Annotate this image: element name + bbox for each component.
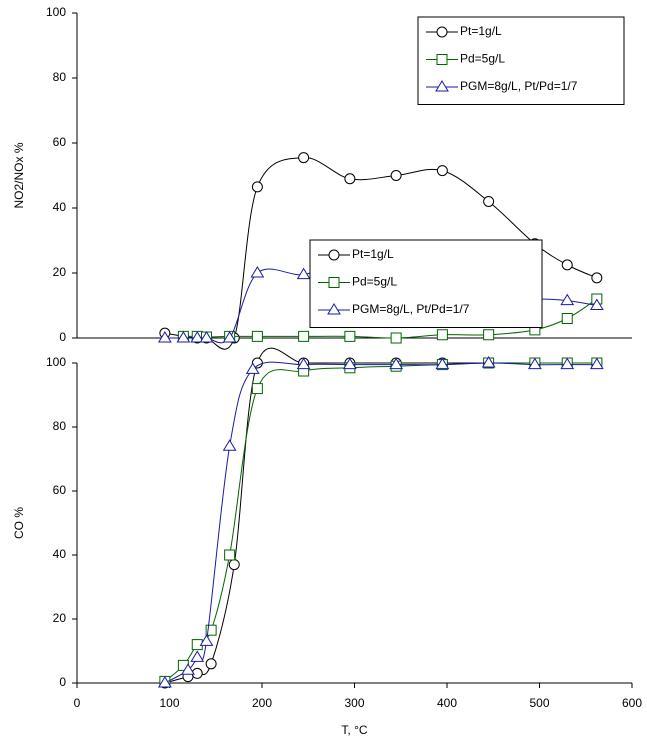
marker: [250, 266, 265, 278]
marker: [344, 173, 356, 185]
marker: [591, 272, 603, 284]
marker: [342, 357, 357, 370]
marker: [251, 383, 263, 395]
marker: [296, 357, 311, 370]
y-tick-label: 60: [53, 135, 67, 149]
series-line: [164, 347, 597, 684]
marker: [436, 26, 448, 38]
marker: [157, 331, 172, 343]
series-line: [164, 361, 597, 684]
y-tick-label: 80: [53, 419, 67, 433]
plot: 0 20 40 60 80 100 0 100 200 300 400 500 600 T, °C CO %: [12, 347, 642, 737]
marker: [344, 330, 356, 342]
y-axis-label: CO %: [12, 507, 26, 539]
y-tick-label: 20: [53, 611, 67, 625]
x-tick-label: 0: [74, 696, 81, 710]
marker: [328, 277, 340, 288]
y-tick-label: 80: [53, 70, 67, 84]
marker: [328, 249, 340, 261]
x-tick-label: 600: [622, 696, 642, 710]
marker: [190, 331, 205, 343]
legend-label: Pd=5g/L: [460, 52, 505, 66]
marker: [222, 439, 237, 451]
y-tick-label: 0: [59, 675, 66, 689]
y-tick-label: 40: [53, 200, 67, 214]
marker: [199, 331, 214, 343]
legend-label: Pt=1g/L: [352, 247, 394, 261]
marker: [296, 267, 311, 280]
legend-label: Pd=5g/L: [352, 275, 397, 289]
marker: [176, 331, 191, 343]
marker: [527, 357, 542, 370]
marker: [436, 54, 448, 65]
marker: [205, 658, 217, 670]
legend: Pt=1g/L Pd=5g/L PGM=8g/L, Pt/Pd=1/7: [309, 239, 543, 328]
marker: [483, 329, 495, 341]
x-tick-label: 100: [159, 696, 179, 710]
y-axis-label: NO2/NOx %: [12, 142, 26, 208]
x-tick-label: 300: [344, 696, 364, 710]
x-tick-label: 200: [252, 696, 272, 710]
marker: [560, 357, 575, 370]
y-tick-label: 60: [53, 483, 67, 497]
legend-label: PGM=8g/L, Pt/Pd=1/7: [460, 79, 578, 93]
marker: [483, 196, 495, 207]
marker: [181, 663, 195, 675]
marker: [435, 80, 449, 92]
x-axis-label: T, °C: [341, 723, 367, 737]
x-tick-label: 500: [529, 696, 549, 710]
x-tick-label: 400: [437, 696, 457, 710]
marker: [560, 293, 575, 306]
series-line: [164, 362, 597, 682]
marker: [199, 634, 214, 646]
marker: [224, 549, 236, 561]
y-tick-label: 40: [53, 547, 67, 561]
marker: [390, 332, 402, 344]
marker: [157, 676, 172, 688]
marker: [228, 559, 240, 571]
marker: [389, 357, 404, 370]
y-tick-label: 100: [46, 355, 66, 369]
marker: [245, 362, 260, 374]
y-tick-label: 20: [53, 265, 67, 279]
marker: [327, 303, 341, 315]
marker: [222, 331, 237, 343]
marker: [298, 330, 310, 342]
marker: [589, 357, 604, 370]
legend: Pt=1g/L Pd=5g/L PGM=8g/L, Pt/Pd=1/7: [417, 16, 625, 105]
marker: [298, 152, 310, 164]
marker: [589, 298, 604, 310]
marker: [205, 624, 217, 636]
marker: [561, 259, 573, 271]
marker: [481, 356, 496, 368]
marker: [561, 313, 573, 324]
legend-label: PGM=8g/L, Pt/Pd=1/7: [352, 302, 470, 316]
marker: [251, 181, 263, 193]
marker: [390, 170, 402, 181]
marker: [251, 330, 263, 342]
legend-label: Pt=1g/L: [460, 24, 502, 38]
y-tick-label: 100: [46, 5, 66, 19]
marker: [190, 650, 205, 662]
marker: [436, 329, 448, 341]
marker: [435, 357, 450, 370]
y-tick-label: 0: [59, 330, 66, 344]
marker: [436, 165, 448, 177]
